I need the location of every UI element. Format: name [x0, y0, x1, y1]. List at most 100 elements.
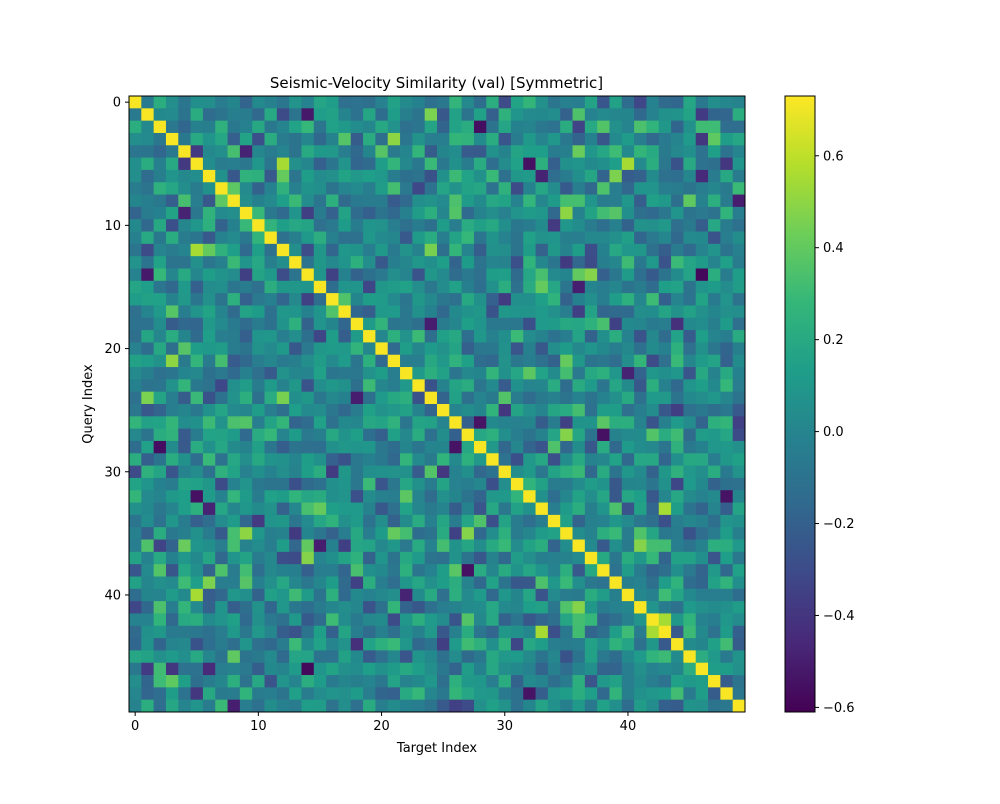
- heatmap-cell: [597, 293, 610, 306]
- heatmap-cell: [695, 342, 709, 356]
- heatmap-cell: [720, 477, 734, 491]
- heatmap-cell: [326, 551, 339, 565]
- heatmap-cell: [227, 502, 241, 516]
- heatmap-cell: [646, 440, 660, 454]
- heatmap-cell: [276, 453, 290, 466]
- heatmap-cell: [350, 132, 364, 146]
- heatmap-cell: [609, 243, 623, 257]
- heatmap-cell: [301, 440, 315, 454]
- heatmap-cell: [597, 317, 610, 331]
- heatmap-cell: [301, 145, 315, 158]
- heatmap-cell: [708, 231, 721, 245]
- heatmap-cell: [313, 268, 327, 282]
- heatmap-cell: [239, 527, 253, 540]
- heatmap-cell: [695, 157, 709, 171]
- heatmap-cell: [301, 588, 315, 602]
- heatmap-cell: [523, 650, 536, 664]
- heatmap-cell: [449, 527, 463, 540]
- heatmap-cell: [276, 428, 290, 442]
- heatmap-cell: [153, 367, 167, 380]
- heatmap-cell: [239, 243, 253, 257]
- heatmap-cell: [215, 539, 228, 553]
- heatmap-cell: [165, 317, 179, 331]
- heatmap-cell: [683, 391, 697, 405]
- heatmap-cell: [683, 502, 697, 516]
- heatmap-cell: [498, 428, 512, 442]
- heatmap-cell: [547, 256, 561, 269]
- heatmap-cell: [202, 477, 216, 491]
- heatmap-cell: [437, 490, 450, 503]
- heatmap-cell: [609, 576, 623, 590]
- x-tick-label: 30: [496, 719, 513, 734]
- heatmap-cell: [153, 243, 167, 257]
- heatmap-cell: [350, 440, 364, 454]
- heatmap-cell: [523, 625, 536, 639]
- heatmap-cell: [461, 613, 475, 627]
- heatmap-cell: [141, 650, 155, 664]
- heatmap-cell: [708, 440, 721, 454]
- heatmap-cell: [350, 416, 364, 430]
- heatmap-cell: [252, 305, 265, 319]
- heatmap-cell: [252, 613, 265, 627]
- heatmap-cell: [129, 132, 142, 146]
- heatmap-cell: [239, 588, 253, 602]
- heatmap-cell: [535, 514, 549, 528]
- heatmap-cell: [129, 613, 142, 627]
- heatmap-cell: [363, 440, 376, 454]
- heatmap-cell: [412, 638, 426, 651]
- heatmap-cell: [609, 317, 623, 331]
- heatmap-cell: [363, 194, 376, 208]
- heatmap-cell: [141, 120, 155, 134]
- heatmap-cell: [646, 539, 660, 553]
- heatmap-cell: [289, 514, 302, 528]
- heatmap-cell: [252, 391, 265, 405]
- heatmap-cell: [178, 625, 191, 639]
- heatmap-cell: [350, 527, 364, 540]
- heatmap-cell: [215, 613, 228, 627]
- heatmap-cell: [178, 182, 191, 195]
- heatmap-cell: [634, 182, 647, 195]
- heatmap-cell: [498, 588, 512, 602]
- heatmap-cell: [326, 342, 339, 356]
- heatmap-cell: [683, 157, 697, 171]
- heatmap-cell: [375, 194, 389, 208]
- heatmap-cell: [708, 182, 721, 195]
- heatmap-cell: [486, 194, 499, 208]
- heatmap-cell: [215, 280, 228, 294]
- heatmap-cell: [276, 182, 290, 195]
- heatmap-cell: [264, 391, 278, 405]
- heatmap-cell: [276, 194, 290, 208]
- heatmap-cell: [178, 169, 191, 183]
- heatmap-cell: [252, 514, 265, 528]
- heatmap-cell: [165, 305, 179, 319]
- heatmap-cell: [363, 404, 376, 417]
- heatmap-cell: [621, 490, 635, 503]
- heatmap-cell: [387, 182, 401, 195]
- heatmap-cell: [215, 490, 228, 503]
- heatmap-cell: [400, 317, 413, 331]
- heatmap-cell: [584, 194, 598, 208]
- heatmap-cell: [683, 169, 697, 183]
- heatmap-cell: [165, 243, 179, 257]
- heatmap-cell: [350, 650, 364, 664]
- heatmap-cell: [350, 539, 364, 553]
- heatmap-cell: [708, 428, 721, 442]
- heatmap-cell: [178, 601, 191, 614]
- heatmap-cell: [671, 367, 684, 380]
- heatmap-cell: [708, 157, 721, 171]
- heatmap-cell: [129, 588, 142, 602]
- heatmap-cell: [215, 256, 228, 269]
- heatmap-cell: [473, 367, 487, 380]
- heatmap-cell: [141, 305, 155, 319]
- heatmap-cell: [584, 601, 598, 614]
- heatmap-cell: [363, 662, 376, 676]
- heatmap-cell: [375, 120, 389, 134]
- heatmap-cell: [178, 428, 191, 442]
- heatmap-cell: [547, 268, 561, 282]
- heatmap-cell: [732, 194, 746, 208]
- heatmap-cell: [424, 293, 438, 306]
- heatmap-cell: [190, 268, 204, 282]
- heatmap-cell: [437, 650, 450, 664]
- heatmap-cell: [190, 354, 204, 368]
- heatmap-cell: [547, 539, 561, 553]
